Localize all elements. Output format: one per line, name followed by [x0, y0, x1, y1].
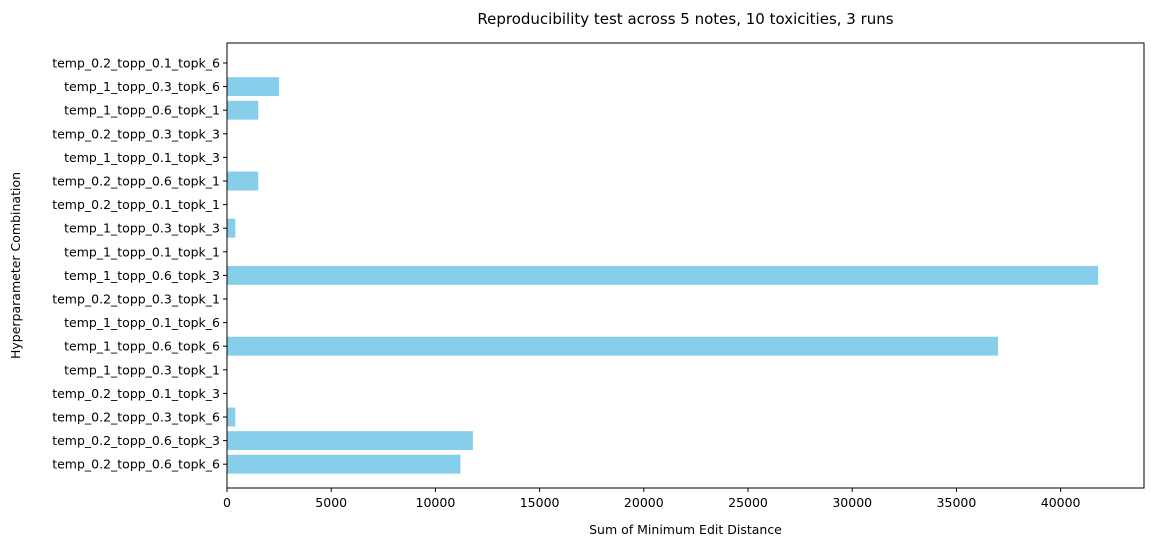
x-tick-label: 35000 — [937, 495, 977, 510]
x-tick-label: 40000 — [1041, 495, 1081, 510]
y-tick-label: temp_0.2_topp_0.6_topk_3 — [52, 433, 220, 448]
x-tick-label: 0 — [223, 495, 231, 510]
bar-temp_1_topp_0.3_topk_3 — [227, 218, 236, 238]
y-axis-ticks: temp_0.2_topp_0.1_topk_6 temp_1_topp_0.3_… — [52, 56, 227, 472]
y-tick-label: temp_1_topp_0.3_topk_3 — [64, 221, 220, 236]
y-tick-label: temp_0.2_topp_0.1_topk_6 — [52, 56, 220, 71]
y-tick-label: temp_0.2_topp_0.3_topk_3 — [52, 126, 220, 141]
x-axis-title: Sum of Minimum Edit Distance — [589, 522, 782, 537]
y-tick-label: temp_0.2_topp_0.3_topk_1 — [52, 292, 220, 307]
x-tick-label: 20000 — [624, 495, 664, 510]
y-tick-label: temp_0.2_topp_0.1_topk_1 — [52, 197, 220, 212]
y-tick-label: temp_1_topp_0.3_topk_1 — [64, 362, 220, 377]
y-tick-label: temp_1_topp_0.3_topk_6 — [64, 79, 220, 94]
x-tick-label: 10000 — [416, 495, 456, 510]
y-tick-label: temp_1_topp_0.1_topk_6 — [64, 315, 220, 330]
y-tick-label: temp_1_topp_0.6_topk_3 — [64, 268, 220, 283]
bar-temp_1_topp_0.6_topk_1 — [227, 100, 259, 120]
bar-temp_0.2_topp_0.6_topk_6 — [227, 454, 461, 474]
y-tick-label: temp_1_topp_0.6_topk_6 — [64, 339, 220, 354]
plot-frame — [226, 42, 1145, 489]
bar-temp_0.2_topp_0.6_topk_1 — [227, 171, 259, 191]
chart-title: Reproducibility test across 5 notes, 10 … — [477, 10, 893, 28]
y-tick-label: temp_0.2_topp_0.6_topk_1 — [52, 174, 220, 189]
y-tick-label: temp_0.2_topp_0.1_topk_3 — [52, 386, 220, 401]
x-tick-label: 25000 — [728, 495, 768, 510]
x-tick-label: 5000 — [315, 495, 347, 510]
y-tick-label: temp_0.2_topp_0.3_topk_6 — [52, 410, 220, 425]
y-tick-label: temp_1_topp_0.1_topk_1 — [64, 244, 220, 259]
y-tick-label: temp_1_topp_0.6_topk_1 — [64, 103, 220, 118]
bar-temp_0.2_topp_0.3_topk_6 — [227, 407, 236, 427]
x-tick-label: 30000 — [832, 495, 872, 510]
bars-group — [227, 77, 1099, 474]
y-axis-title: Hyperparameter Combination — [8, 172, 23, 359]
bar-temp_1_topp_0.6_topk_3 — [227, 265, 1099, 285]
y-tick-label: temp_0.2_topp_0.6_topk_6 — [52, 457, 220, 472]
y-tick-label: temp_1_topp_0.1_topk_3 — [64, 150, 220, 165]
bar-temp_1_topp_0.6_topk_6 — [227, 336, 999, 356]
x-axis-ticks: 0 5000 10000 15000 20000 25000 30000 35000 40000 — [223, 488, 1081, 510]
bar-temp_1_topp_0.3_topk_6 — [227, 77, 280, 97]
x-tick-label: 15000 — [520, 495, 560, 510]
bar-temp_0.2_topp_0.6_topk_3 — [227, 431, 473, 451]
